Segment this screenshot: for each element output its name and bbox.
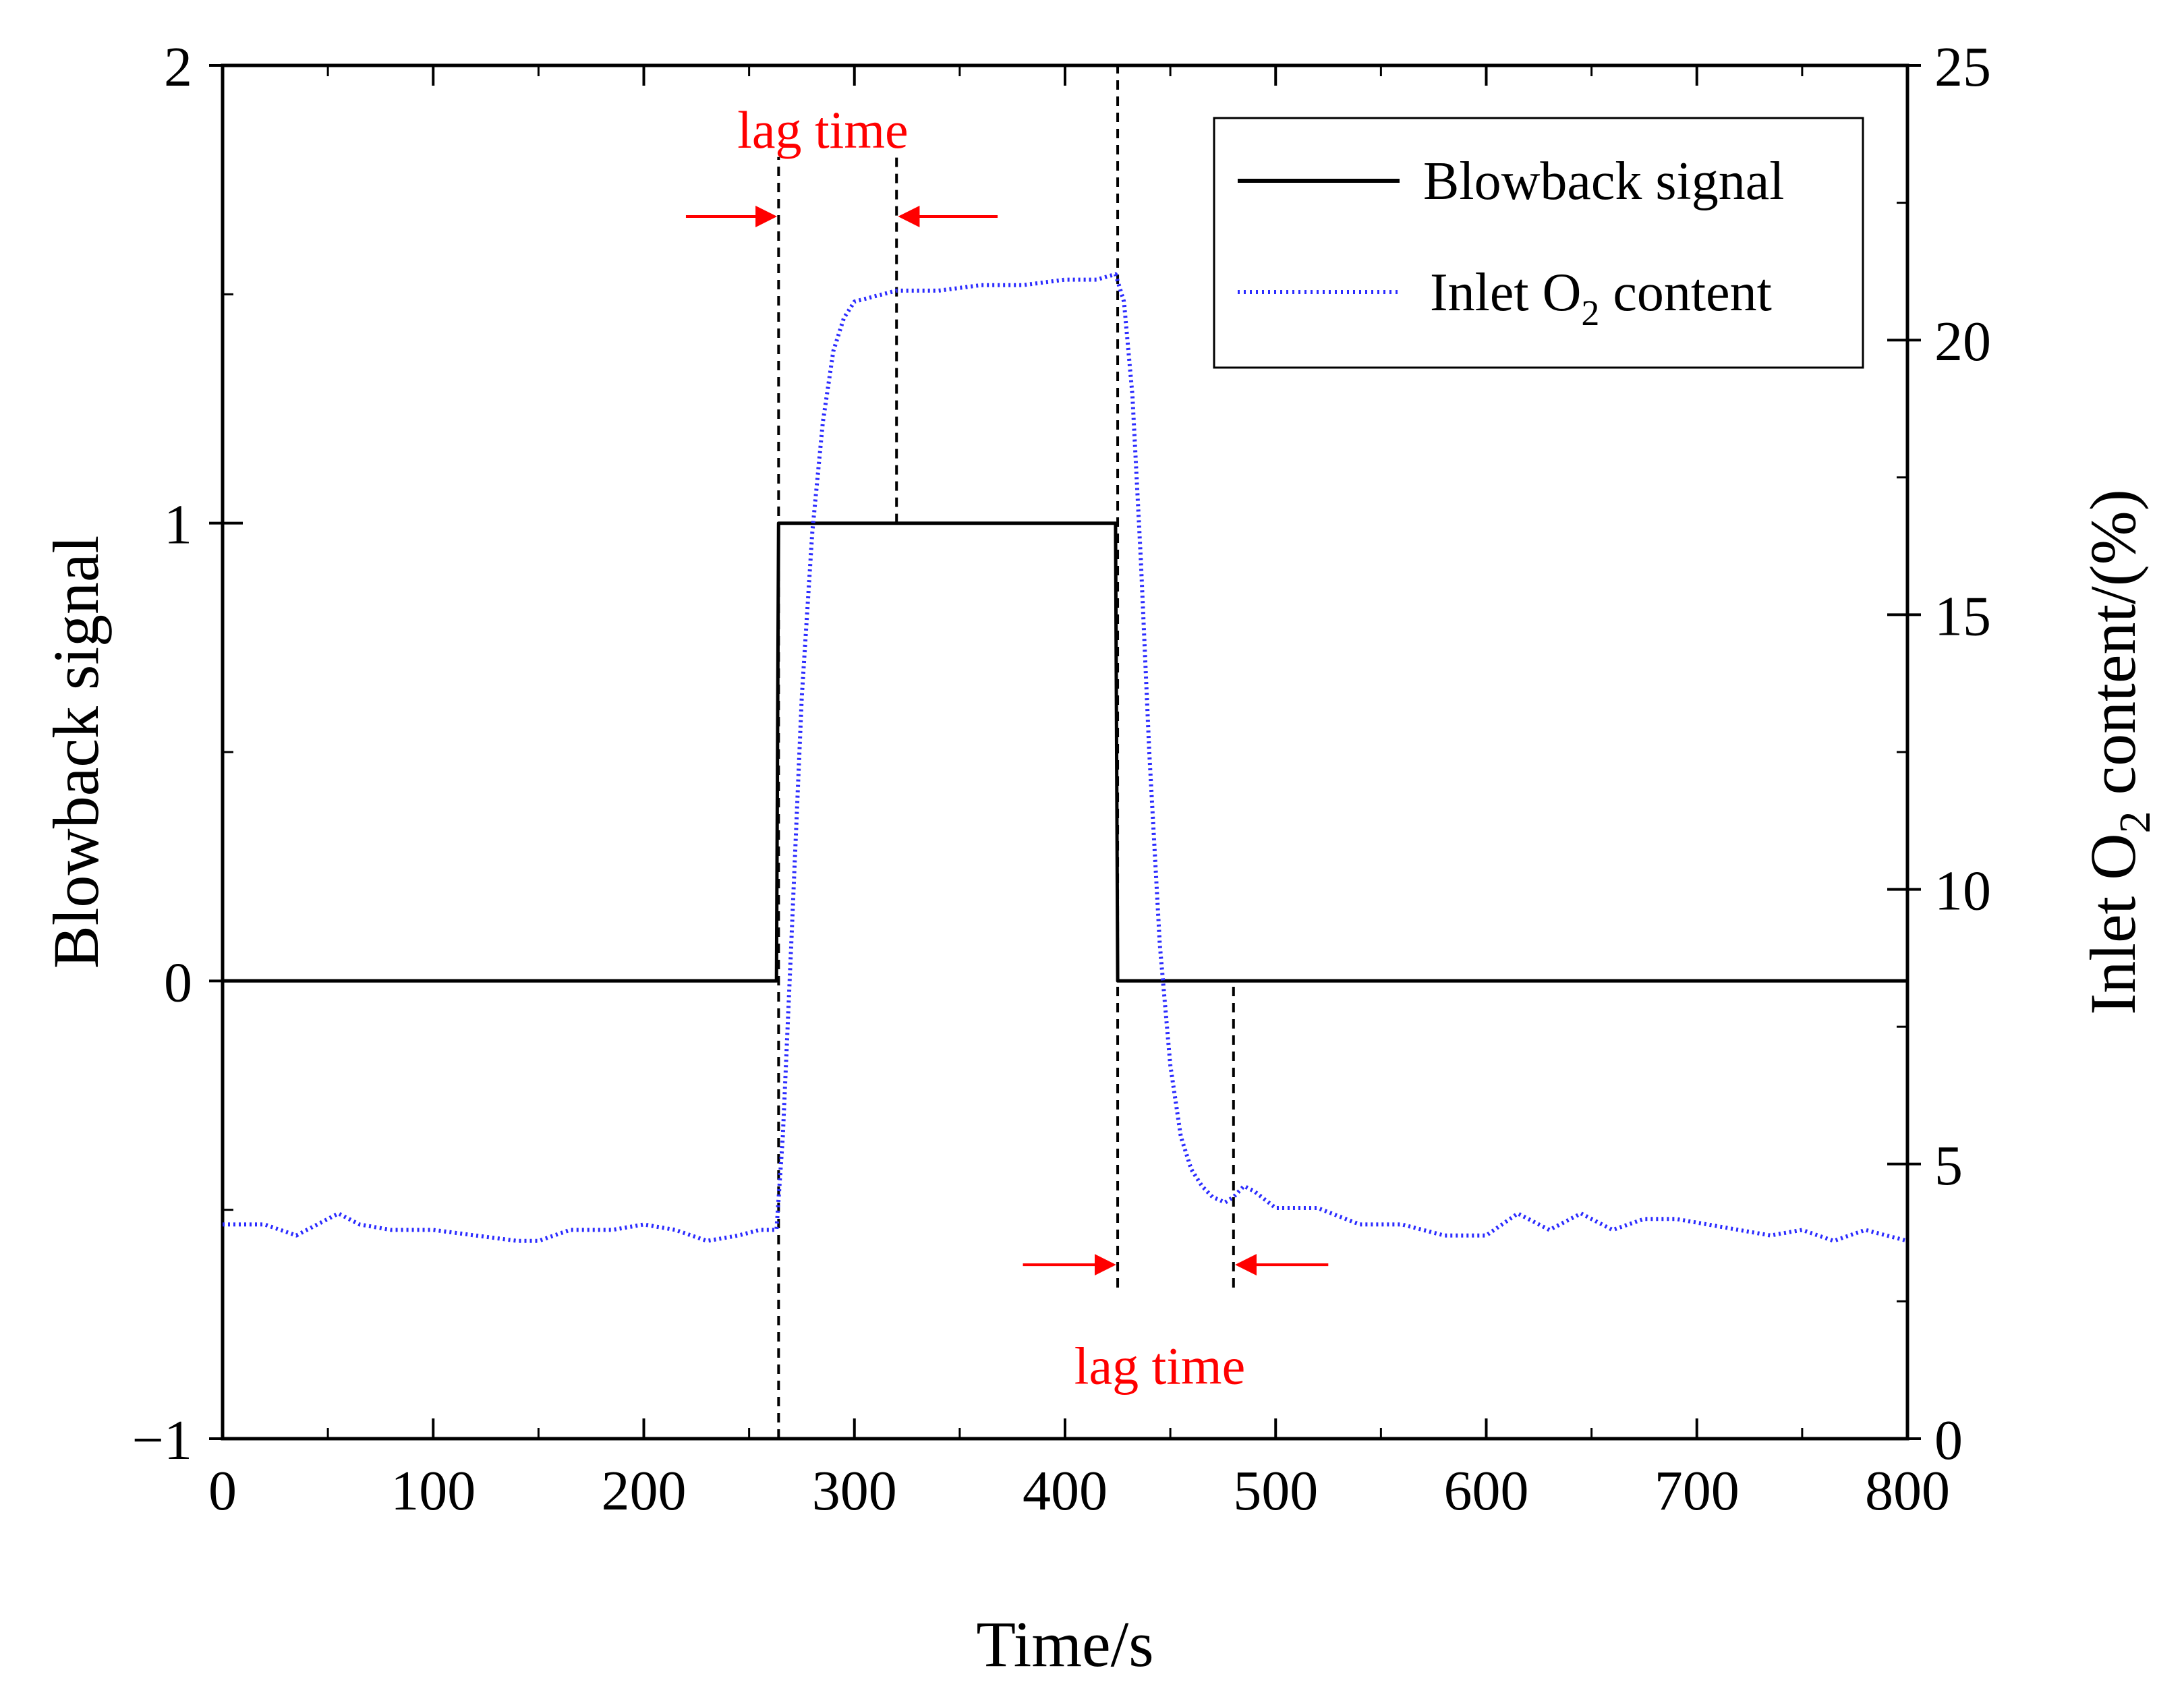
series-layer — [223, 272, 1908, 1243]
y-tick-label: −1 — [132, 1409, 192, 1472]
y2-tick-label: 20 — [1934, 310, 1991, 373]
left-y-axis: −1 0 1 2 — [132, 36, 243, 1472]
x-tick-label: 500 — [1233, 1460, 1318, 1522]
x-tick-label: 600 — [1444, 1460, 1529, 1522]
y2-axis-title-suffix: content/(%) — [2077, 489, 2149, 811]
x-tick-label: 700 — [1655, 1460, 1740, 1522]
y2-tick-label: 5 — [1934, 1134, 1963, 1197]
legend-label-o2-suffix: content — [1599, 263, 1771, 322]
x-tick-label: 100 — [391, 1460, 476, 1522]
y-tick-label: 2 — [164, 36, 192, 98]
y-axis-title: Blowback signal — [40, 536, 112, 969]
guide-lines — [777, 65, 1235, 1439]
legend: Blowback signal Inlet O2 content — [1213, 117, 1864, 369]
x-tick-label: 200 — [602, 1460, 687, 1522]
legend-label-o2-subscript: 2 — [1581, 293, 1599, 333]
legend-label-blowback: Blowback signal — [1423, 152, 1784, 211]
series-o2-line — [223, 272, 1908, 1243]
y2-tick-label: 0 — [1934, 1409, 1963, 1472]
annotation-label: lag time — [737, 100, 908, 159]
annotation-label: lag time — [1074, 1337, 1245, 1396]
legend-box — [1213, 117, 1864, 369]
y2-tick-label: 15 — [1934, 585, 1991, 648]
x-axis-title: Time/s — [976, 1608, 1153, 1680]
x-tick-label: 0 — [208, 1460, 237, 1522]
legend-label-o2-prefix: Inlet O — [1430, 263, 1581, 322]
x-tick-label: 800 — [1865, 1460, 1950, 1522]
y2-axis-title: Inlet O2 content/(%) — [2077, 489, 2160, 1014]
y2-tick-label: 25 — [1934, 36, 1991, 98]
y2-tick-label: 10 — [1934, 860, 1991, 923]
series-blowback-line — [223, 521, 1907, 983]
annotations: lag time lag time — [685, 100, 1329, 1396]
y-tick-label: 1 — [164, 494, 192, 556]
right-y-axis: 0 5 10 15 20 25 — [1887, 36, 1991, 1472]
x-tick-label: 400 — [1023, 1460, 1108, 1522]
y2-axis-title-subscript: 2 — [2110, 811, 2160, 833]
y2-axis-title-prefix: Inlet O — [2077, 833, 2149, 1014]
y-tick-label: 0 — [164, 951, 192, 1014]
x-axis: 0 100 200 300 400 500 600 700 800 — [208, 65, 1950, 1522]
x-tick-label: 300 — [812, 1460, 897, 1522]
legend-label-o2: Inlet O2 content — [1430, 263, 1772, 333]
